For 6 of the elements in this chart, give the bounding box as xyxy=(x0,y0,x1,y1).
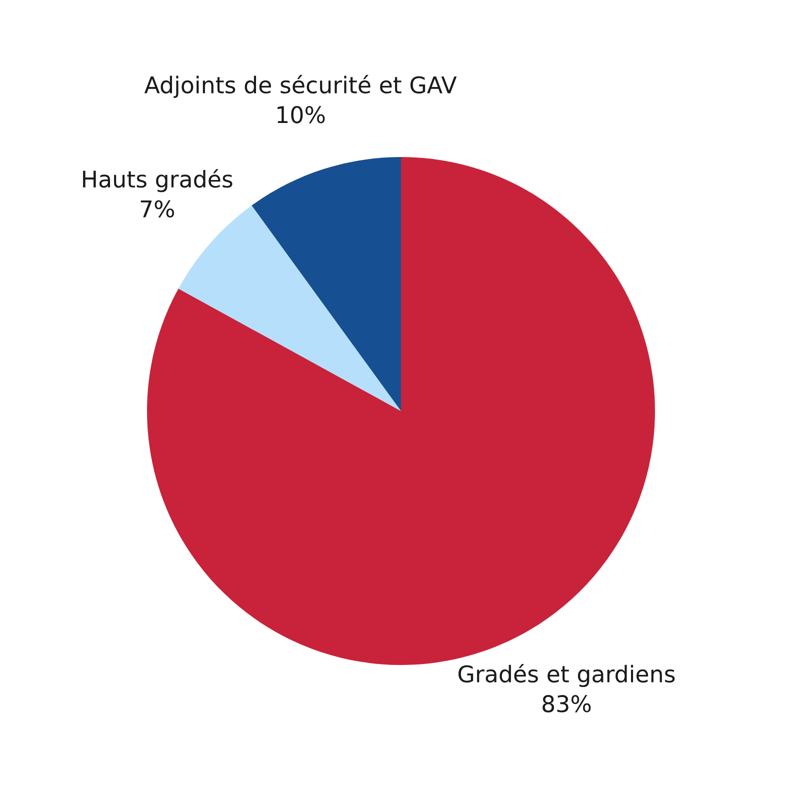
data-label: 10% xyxy=(278,106,325,124)
slice-label: Hauts gradés xyxy=(83,169,232,192)
slice-label: Adjoints de sécurité et GAV xyxy=(144,74,457,98)
data-label: 83% xyxy=(542,695,591,712)
slice-label: Gradés et gardiens xyxy=(458,664,675,688)
data-label: 7% xyxy=(140,200,174,218)
